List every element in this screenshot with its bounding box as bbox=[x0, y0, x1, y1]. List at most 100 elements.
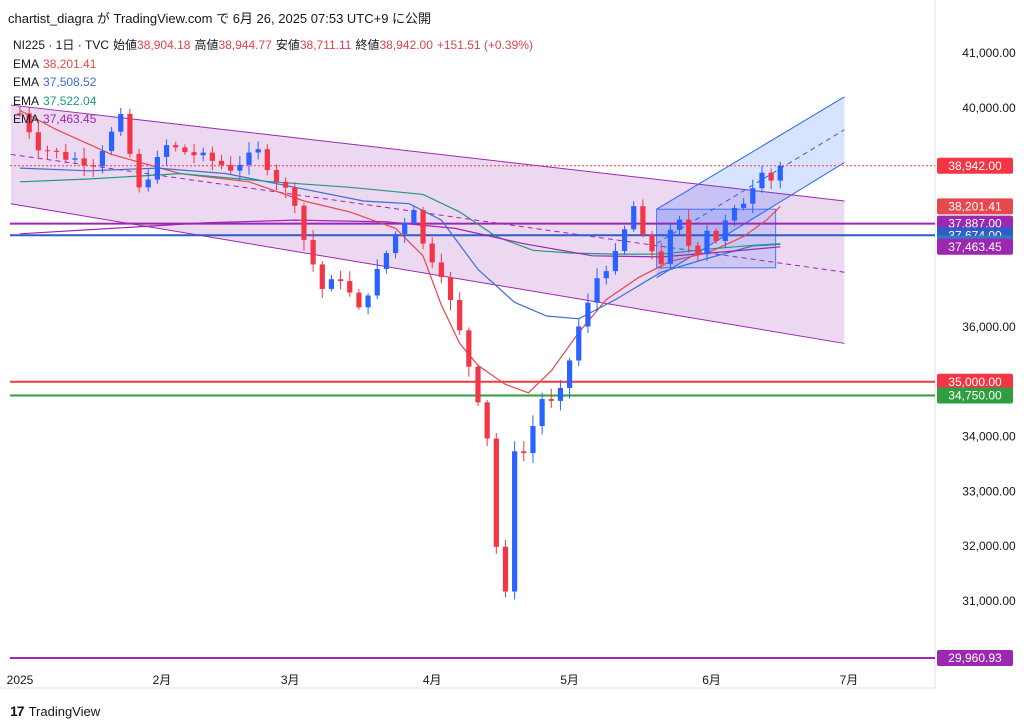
candle-body bbox=[594, 278, 600, 303]
low-label: 安値 bbox=[275, 38, 300, 52]
x-tick-label: 7月 bbox=[840, 673, 859, 687]
ema-label: EMA bbox=[13, 112, 40, 126]
x-tick-label: 4月 bbox=[423, 673, 442, 687]
candle-body bbox=[54, 150, 60, 152]
candle-body bbox=[63, 151, 69, 160]
candle-body bbox=[704, 230, 710, 255]
candle-body bbox=[484, 402, 490, 439]
x-tick-label: 2025 bbox=[7, 673, 34, 687]
candle-body bbox=[246, 152, 252, 165]
channel-down-lower-line bbox=[10, 203, 845, 344]
candle-body bbox=[136, 153, 142, 188]
y-tick-label: 41,000.00 bbox=[962, 46, 1016, 60]
close-value: 38,942.00 bbox=[379, 38, 433, 52]
y-tick-label: 31,000.00 bbox=[962, 594, 1016, 608]
x-tick-label: 5月 bbox=[560, 673, 579, 687]
candle-body bbox=[502, 546, 509, 592]
ema-value: 37,508.52 bbox=[43, 75, 97, 89]
price-tag-label: 35,000.00 bbox=[948, 375, 1002, 389]
candle-body bbox=[411, 210, 417, 223]
price-tag-label: 37,887.00 bbox=[948, 217, 1002, 231]
tradingview-brand[interactable]: 17 TradingView bbox=[10, 703, 100, 719]
candle-body bbox=[310, 239, 316, 265]
y-tick-label: 40,000.00 bbox=[962, 101, 1016, 115]
candle-body bbox=[356, 292, 362, 308]
candle-body bbox=[585, 302, 591, 327]
y-tick-label: 36,000.00 bbox=[962, 320, 1016, 334]
candle-body bbox=[338, 279, 344, 282]
candle-body bbox=[283, 181, 289, 188]
ema-row-4[interactable]: EMA 37,463.45 bbox=[13, 110, 537, 129]
candle-body bbox=[182, 147, 188, 153]
candle-body bbox=[429, 243, 435, 263]
candle-body bbox=[649, 234, 655, 252]
highlight-rectangle bbox=[656, 208, 777, 269]
candle-body bbox=[777, 165, 783, 181]
open-value: 38,904.18 bbox=[137, 38, 191, 52]
price-tag-label: 37,463.45 bbox=[948, 240, 1002, 254]
candle-body bbox=[631, 206, 637, 230]
price-tag bbox=[937, 198, 1013, 215]
candle-body bbox=[145, 179, 151, 188]
price-tag bbox=[937, 387, 1013, 404]
x-tick-label: 2月 bbox=[153, 673, 172, 687]
candle-body bbox=[292, 187, 298, 206]
candle-body bbox=[493, 438, 499, 547]
candle-body bbox=[35, 132, 41, 151]
candle-body bbox=[154, 156, 160, 180]
y-tick-label: 32,000.00 bbox=[962, 539, 1016, 553]
candle-body bbox=[466, 330, 472, 367]
ema-row-1[interactable]: EMA 38,201.41 bbox=[13, 55, 537, 74]
candle-body bbox=[374, 268, 380, 296]
price-tag-label: 38,201.41 bbox=[948, 199, 1002, 213]
ema-row-2[interactable]: EMA 37,508.52 bbox=[13, 73, 537, 92]
close-label: 終値 bbox=[355, 38, 380, 52]
candles bbox=[17, 106, 783, 600]
candle-body bbox=[567, 360, 573, 388]
ema-label: EMA bbox=[13, 75, 40, 89]
candle-body bbox=[402, 222, 408, 234]
candle-body bbox=[26, 113, 32, 133]
x-tick-label: 3月 bbox=[281, 673, 300, 687]
price-tag-label: 38,942.00 bbox=[948, 159, 1002, 173]
x-tick-label: 6月 bbox=[702, 673, 721, 687]
candle-body bbox=[328, 279, 335, 289]
candle-body bbox=[44, 150, 51, 152]
y-tick-label: 34,000.00 bbox=[962, 430, 1016, 444]
ema-value: 38,201.41 bbox=[43, 56, 97, 71]
candle-body bbox=[713, 230, 719, 241]
candle-body bbox=[218, 160, 225, 165]
candle-body bbox=[17, 113, 23, 115]
candle-body bbox=[475, 366, 481, 403]
channel-up-upper-line bbox=[656, 96, 845, 210]
candle-body bbox=[447, 277, 454, 300]
candle-body bbox=[603, 271, 609, 279]
candle-body bbox=[319, 264, 325, 289]
candle-body bbox=[191, 152, 197, 156]
candle-body bbox=[347, 281, 353, 293]
candle-body bbox=[768, 172, 774, 181]
channel-up-lower-line bbox=[656, 162, 845, 279]
candle-body bbox=[512, 451, 518, 592]
candle-body bbox=[722, 220, 728, 241]
brand-name: TradingView bbox=[28, 703, 101, 719]
candle-body bbox=[438, 262, 444, 278]
candle-body bbox=[457, 299, 463, 331]
chart-legend: NI225 · 1日 · TVC 始値38,904.18 高値38,944.77 安値… bbox=[13, 36, 537, 129]
y-tick-label: 33,000.00 bbox=[962, 484, 1016, 498]
symbol-row[interactable]: NI225 · 1日 · TVC 始値38,904.18 高値38,944.77 安値… bbox=[13, 36, 537, 55]
symbol-name[interactable]: NI225 · 1日 · TVC bbox=[13, 38, 110, 52]
candle-body bbox=[365, 295, 371, 308]
candle-body bbox=[695, 245, 701, 255]
candle-body bbox=[163, 145, 170, 157]
price-tag-label: 29,960.93 bbox=[948, 651, 1002, 665]
high-label: 高値 bbox=[194, 38, 219, 52]
ema-line-4 bbox=[19, 219, 781, 258]
candle-body bbox=[118, 113, 124, 132]
candle-body bbox=[539, 399, 545, 427]
candle-body bbox=[741, 203, 747, 208]
ema-line-2 bbox=[19, 167, 781, 320]
candle-body bbox=[72, 158, 78, 160]
ema-row-3[interactable]: EMA 37,522.04 bbox=[13, 92, 537, 111]
